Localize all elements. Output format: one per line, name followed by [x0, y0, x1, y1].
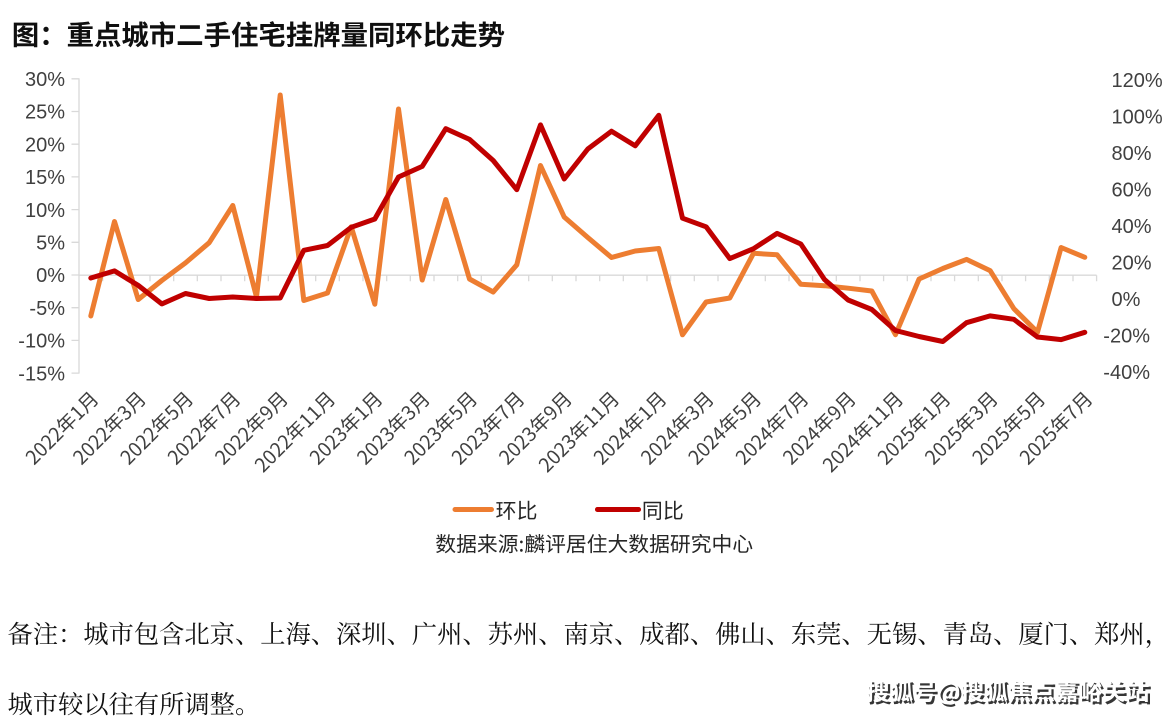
svg-text:-40%: -40%: [1103, 362, 1150, 384]
svg-text:-5%: -5%: [29, 298, 65, 320]
svg-text:10%: 10%: [25, 200, 65, 222]
svg-text:20%: 20%: [1112, 252, 1152, 274]
svg-text:5%: 5%: [36, 233, 65, 255]
svg-text:40%: 40%: [1112, 216, 1152, 238]
svg-text:30%: 30%: [25, 69, 65, 91]
svg-text:-20%: -20%: [1103, 325, 1150, 347]
svg-text:80%: 80%: [1112, 143, 1152, 165]
svg-text:15%: 15%: [25, 167, 65, 189]
svg-text:0%: 0%: [36, 265, 65, 287]
svg-text:0%: 0%: [1112, 289, 1141, 311]
svg-text:120%: 120%: [1112, 70, 1163, 92]
svg-text:60%: 60%: [1112, 179, 1152, 201]
svg-text:25%: 25%: [25, 102, 65, 124]
svg-text:100%: 100%: [1112, 106, 1163, 128]
svg-text:20%: 20%: [25, 134, 65, 156]
svg-text:-15%: -15%: [18, 363, 65, 385]
svg-text:-10%: -10%: [18, 331, 65, 353]
